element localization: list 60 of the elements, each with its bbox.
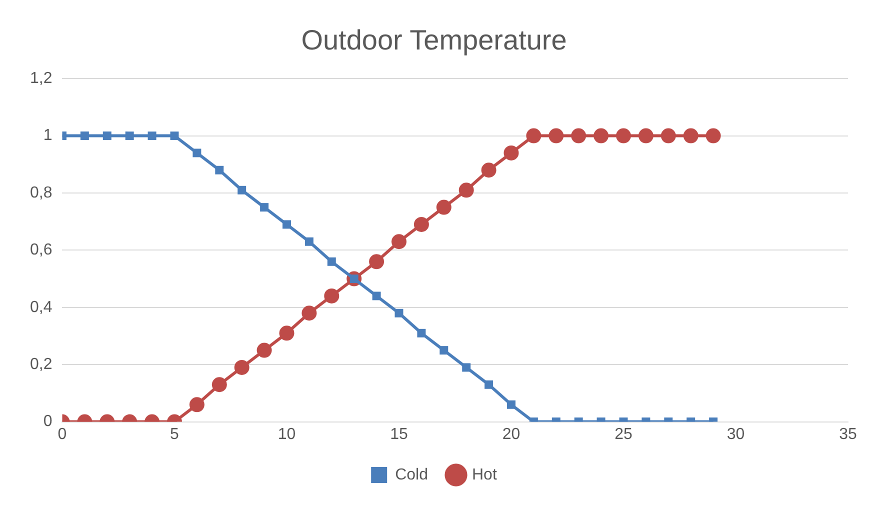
point (125, 132, 134, 140)
point (417, 328, 426, 338)
point (304, 237, 314, 246)
point (594, 128, 609, 144)
point (414, 216, 429, 232)
point (189, 397, 204, 412)
point (102, 132, 112, 140)
legend-label: Cold (395, 466, 428, 484)
point (238, 186, 246, 194)
point (660, 128, 676, 144)
point (234, 360, 250, 375)
y-tick-label: 1 (43, 127, 52, 144)
y-tick-label: 0,8 (30, 184, 52, 202)
legend-label: Hot (472, 466, 498, 484)
point (481, 162, 496, 178)
point (638, 128, 654, 144)
x-tick-label: 30 (726, 426, 745, 443)
point (327, 257, 336, 266)
point (440, 346, 448, 355)
point (279, 326, 294, 341)
point (282, 220, 291, 229)
point (526, 128, 542, 144)
point (391, 234, 406, 250)
point (616, 128, 631, 144)
point (324, 288, 340, 304)
x-tick-label: 0 (58, 426, 67, 443)
point (256, 342, 272, 358)
point (548, 128, 564, 144)
y-tick-label: 0,6 (30, 242, 52, 259)
chart-title: Outdoor Temperature (301, 24, 567, 56)
x-tick-label: 35 (839, 426, 857, 443)
point (504, 145, 519, 160)
point (302, 306, 317, 321)
point (458, 182, 474, 198)
point (372, 292, 381, 300)
x-tick-label: 15 (390, 426, 408, 443)
point (170, 132, 179, 140)
point (260, 203, 269, 212)
point (462, 363, 471, 372)
x-tick-label: 25 (614, 426, 632, 443)
y-tick-label: 0,4 (30, 298, 52, 316)
point (369, 254, 384, 270)
y-tick-label: 0 (43, 413, 52, 430)
point (215, 166, 224, 174)
point (571, 128, 586, 144)
point (192, 148, 202, 158)
point (80, 132, 89, 140)
point (507, 400, 516, 409)
point (484, 380, 494, 389)
x-tick-label: 5 (170, 426, 180, 443)
point (148, 132, 156, 140)
point (706, 128, 721, 144)
point (436, 200, 452, 215)
x-tick-label: 10 (278, 426, 296, 443)
point (683, 128, 698, 144)
y-tick-label: 0,2 (30, 356, 52, 374)
point (212, 377, 227, 392)
y-tick-label: 1,2 (30, 70, 52, 88)
x-tick-label: 20 (502, 426, 520, 443)
point (394, 308, 404, 318)
